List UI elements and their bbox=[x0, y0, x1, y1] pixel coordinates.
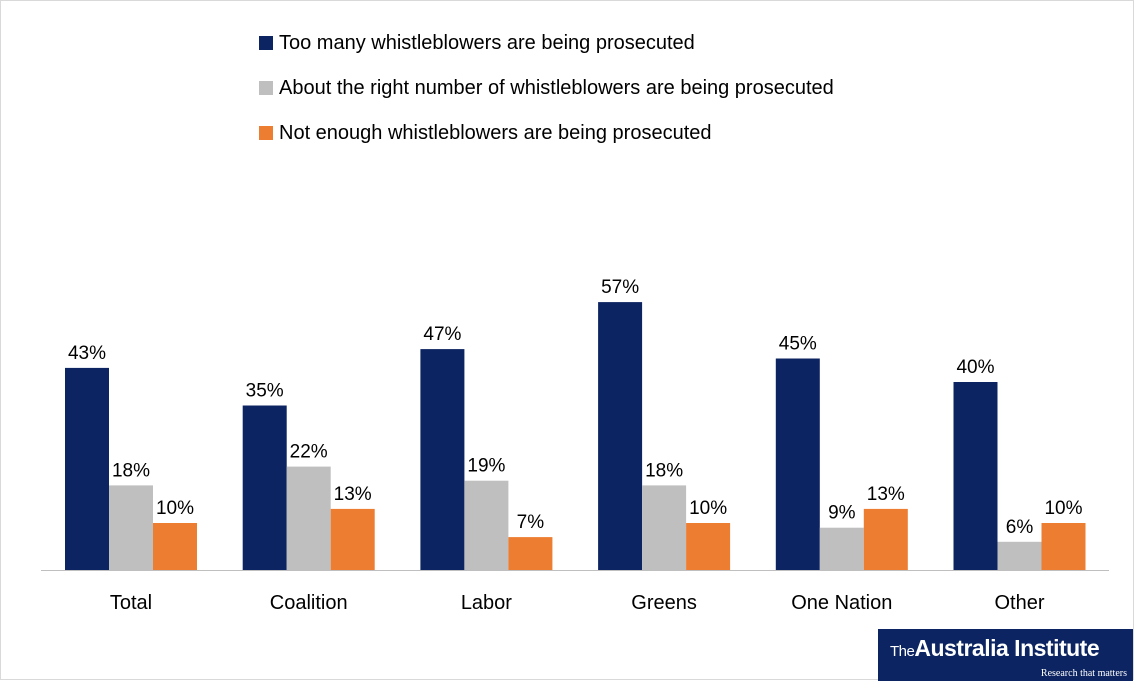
x-tick-label: Greens bbox=[631, 592, 697, 614]
bar-right-number bbox=[997, 541, 1042, 570]
bar-too-many bbox=[242, 405, 287, 570]
data-label-right-number: 18% bbox=[645, 460, 683, 481]
legend-swatch-too-many bbox=[259, 36, 273, 50]
data-label-too-many: 43% bbox=[68, 343, 106, 364]
logo-tagline: Research that matters bbox=[1040, 668, 1127, 679]
data-label-not-enough: 13% bbox=[867, 484, 905, 505]
bar-right-number bbox=[642, 485, 687, 570]
data-label-not-enough: 10% bbox=[1044, 498, 1082, 519]
data-label-not-enough: 7% bbox=[517, 512, 545, 533]
logo-wordmark: TheAustralia Institute bbox=[890, 635, 1100, 661]
bar-too-many bbox=[420, 349, 465, 570]
bar-not-enough bbox=[153, 523, 197, 570]
data-label-too-many: 47% bbox=[423, 324, 461, 345]
x-tick-label: Other bbox=[994, 592, 1044, 614]
bar-right-number bbox=[819, 527, 864, 570]
data-label-too-many: 45% bbox=[779, 334, 817, 355]
bar-too-many bbox=[775, 358, 820, 570]
legend-item-right-number: About the right number of whistleblowers… bbox=[259, 76, 834, 100]
data-label-too-many: 35% bbox=[246, 381, 284, 402]
bar-not-enough bbox=[330, 508, 375, 570]
x-tick-label: Total bbox=[110, 592, 152, 614]
data-label-right-number: 9% bbox=[828, 503, 856, 524]
data-label-not-enough: 10% bbox=[689, 498, 727, 519]
chart-legend: Too many whistleblowers are being prosec… bbox=[259, 31, 834, 166]
legend-item-not-enough: Not enough whistleblowers are being pros… bbox=[259, 121, 834, 145]
x-tick-label: Labor bbox=[461, 592, 512, 614]
bar-not-enough bbox=[508, 537, 553, 570]
legend-label-too-many: Too many whistleblowers are being prosec… bbox=[279, 31, 695, 54]
legend-label-right-number: About the right number of whistleblowers… bbox=[279, 76, 834, 99]
data-label-too-many: 40% bbox=[956, 357, 994, 378]
bar-too-many bbox=[598, 302, 643, 570]
australia-institute-logo: TheAustralia Institute Research that mat… bbox=[878, 629, 1133, 681]
legend-swatch-not-enough bbox=[259, 126, 273, 140]
x-tick-label: Coalition bbox=[270, 592, 348, 614]
legend-label-not-enough: Not enough whistleblowers are being pros… bbox=[279, 121, 712, 144]
bar-too-many bbox=[953, 382, 998, 570]
legend-swatch-right-number bbox=[259, 81, 273, 95]
bar-not-enough bbox=[1041, 523, 1086, 570]
data-label-not-enough: 10% bbox=[156, 498, 194, 519]
bar-right-number bbox=[109, 485, 153, 570]
bar-right-number bbox=[464, 480, 509, 570]
data-label-not-enough: 13% bbox=[334, 484, 372, 505]
legend-item-too-many: Too many whistleblowers are being prosec… bbox=[259, 31, 834, 55]
data-label-right-number: 19% bbox=[467, 456, 505, 477]
bar-right-number bbox=[286, 466, 331, 570]
data-label-right-number: 18% bbox=[112, 460, 150, 481]
data-label-right-number: 22% bbox=[290, 442, 328, 463]
data-label-right-number: 6% bbox=[1006, 517, 1034, 538]
data-label-too-many: 57% bbox=[601, 277, 639, 298]
bar-not-enough bbox=[863, 508, 908, 570]
bar-too-many bbox=[65, 367, 109, 570]
bar-not-enough bbox=[686, 523, 731, 570]
x-tick-label: One Nation bbox=[791, 592, 892, 614]
